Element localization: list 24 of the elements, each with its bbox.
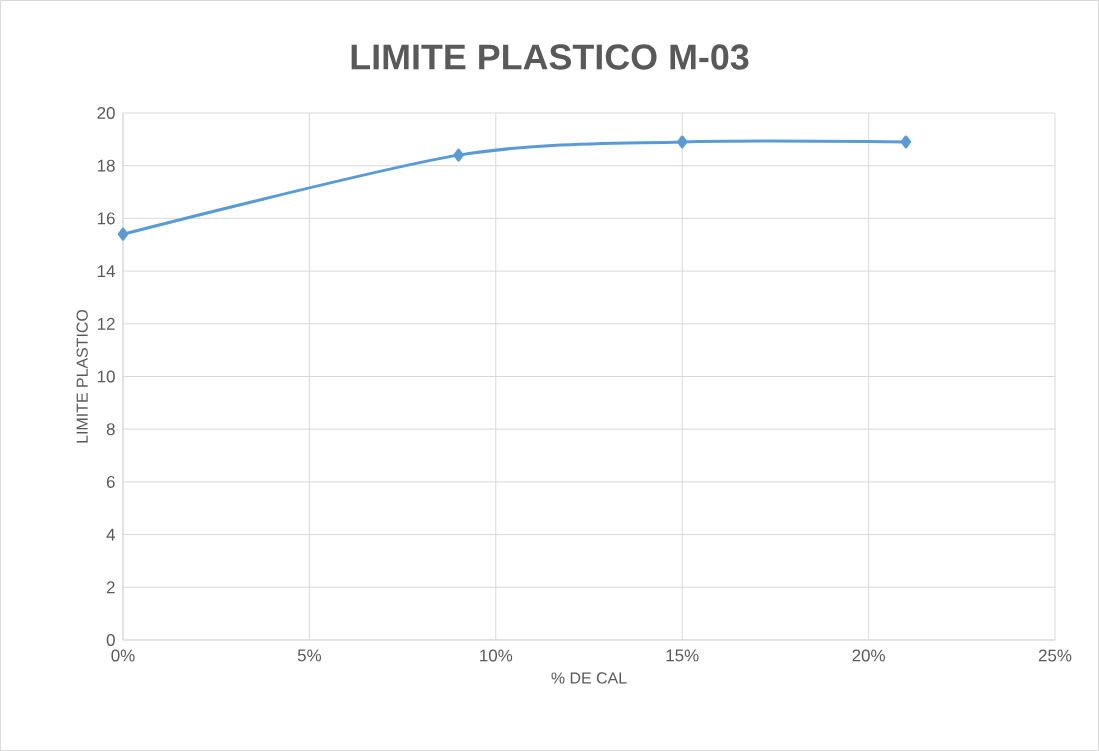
y-tick-label: 20 [97, 106, 115, 119]
chart-title: LIMITE PLASTICO M-03 [351, 44, 749, 70]
y-axis-title: LIMITE PLASTICO [76, 309, 88, 443]
x-tick-label: 15% [666, 649, 699, 662]
y-tick-label: 10 [97, 370, 115, 383]
y-tick-label: 0 [106, 633, 115, 646]
x-axis-title: % DE CAL [551, 672, 627, 684]
y-tick-label: 16 [97, 212, 115, 225]
y-tick-label: 18 [97, 159, 115, 172]
y-tick-label: 14 [97, 265, 115, 277]
point [676, 135, 688, 149]
point [117, 227, 129, 241]
y-tick-label: 6 [106, 475, 115, 488]
x-tick-label: 10% [480, 649, 513, 662]
point [453, 148, 464, 162]
point [900, 135, 912, 149]
y-tick-label: 4 [106, 528, 115, 541]
y-tick-label: 12 [97, 317, 115, 330]
y-tick-label: 8 [106, 423, 115, 436]
y-tick-label: 2 [106, 581, 115, 594]
x-tick-label: 5% [297, 649, 322, 662]
x-tick-label: 20% [852, 649, 885, 662]
x-tick-label: 0% [111, 649, 135, 662]
x-tick-label: 25% [1038, 649, 1072, 662]
